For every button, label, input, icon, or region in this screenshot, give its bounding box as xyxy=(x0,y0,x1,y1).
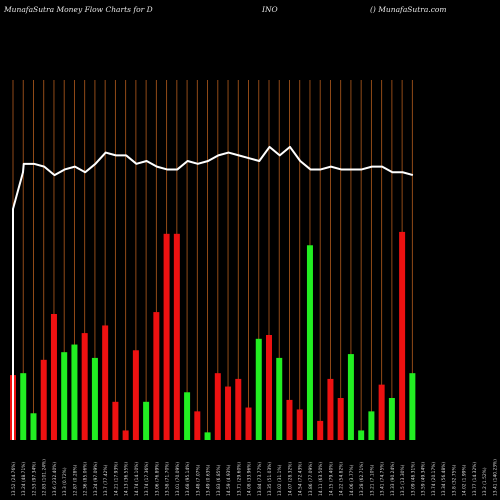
bar-series xyxy=(10,231,416,440)
x-tick-label: 14.21 (17.93%) xyxy=(113,462,119,496)
money-flow-bar xyxy=(225,386,232,440)
money-flow-bar xyxy=(306,245,313,440)
x-tick-label: 14.06 (3.77%) xyxy=(349,464,355,496)
money-flow-bar xyxy=(143,401,150,440)
x-tick-label: 14.15 (79.40%) xyxy=(328,462,334,496)
money-flow-bar xyxy=(368,411,375,440)
chart-header: MunafaSutra Money Flow Charts for D INO … xyxy=(0,0,500,22)
x-tick-label: 13.7 (77.42%) xyxy=(103,464,109,496)
x-tick-label: 13.84 (73.77%) xyxy=(257,462,263,496)
x-tick-label: 13.5 (13.30%) xyxy=(400,464,406,496)
header-title-center: INO xyxy=(262,5,278,14)
price-line xyxy=(12,145,414,440)
x-tick-label: 13.8 (32.75%) xyxy=(451,464,457,496)
money-flow-bar xyxy=(399,231,406,440)
x-tick-label: 13.58 (71.70%) xyxy=(165,462,171,496)
x-tick-label: 13.59 (49.34%) xyxy=(421,462,427,496)
money-flow-bar xyxy=(40,359,47,440)
money-flow-bar xyxy=(71,344,78,440)
money-flow-bar xyxy=(235,378,242,440)
x-tick-label: 12.53 (97.34%) xyxy=(31,462,37,496)
x-tick-label: 13.68 (95.14%) xyxy=(185,462,191,496)
x-tick-label: 14.74 (14.10%) xyxy=(134,462,140,496)
x-tick-label: 13.33 (90.24%) xyxy=(390,462,396,496)
money-flow-bar xyxy=(112,401,119,440)
x-tick-label: 13.6 (232.40%) xyxy=(52,462,58,496)
money-flow-bar xyxy=(276,357,283,440)
x-tick-label: 13.09 (48.31%) xyxy=(410,462,416,496)
money-flow-bar xyxy=(204,432,211,440)
money-flow-bar xyxy=(327,378,334,440)
x-tick-label: 13.52 (24.76%) xyxy=(11,462,17,496)
x-tick-label: 13.41 (140.23%) xyxy=(492,459,498,496)
x-tick-label: 13.86 (77.09%) xyxy=(308,462,314,496)
x-tick-label: 13.41 (74.75%) xyxy=(380,462,386,496)
x-tick-label: 14.11 (63.50%) xyxy=(318,462,324,496)
money-flow-bar xyxy=(245,407,252,440)
x-tick-label: 14.02 (1.99%) xyxy=(462,464,468,496)
x-tick-label: 14.22 (54.82%) xyxy=(339,462,345,496)
x-tick-label: 13.48 (7.07%) xyxy=(195,464,201,496)
money-flow-bar xyxy=(388,398,395,440)
money-flow-bar xyxy=(132,350,139,440)
money-flow-bar xyxy=(122,430,129,440)
money-flow-bar xyxy=(296,409,303,440)
x-tick-label: 13.77 (14.32%) xyxy=(472,462,478,496)
x-tick-label: 12.83 (101.24%) xyxy=(42,459,48,496)
x-tick-label: 13.49 (0.63%) xyxy=(206,464,212,496)
money-flow-bar xyxy=(214,373,221,440)
money-flow-bar xyxy=(194,411,201,440)
money-flow-bar xyxy=(173,233,180,440)
x-tick-label: 13.21 (7.10%) xyxy=(369,464,375,496)
money-flow-bar xyxy=(378,384,385,440)
x-tick-label: 13.24 (97.09%) xyxy=(93,462,99,496)
x-tick-label: 12.87 (0.28%) xyxy=(72,464,78,496)
x-tick-label: 14.13 (36.55%) xyxy=(124,462,130,496)
money-flow-bar xyxy=(102,325,109,440)
header-site-credit: () MunafaSutra.com xyxy=(370,5,447,14)
x-tick-label: 13.2 (1.52%) xyxy=(482,467,488,496)
money-flow-bar xyxy=(286,399,293,440)
x-tick-label: 13.74 (20.17%) xyxy=(431,462,437,496)
money-flow-bar xyxy=(358,430,365,440)
x-tick-label: 13.71 (29.60%) xyxy=(236,462,242,496)
money-flow-bar xyxy=(347,354,354,440)
money-flow-bar xyxy=(266,335,272,440)
header-title-left: MunafaSutra Money Flow Charts for D xyxy=(4,5,153,14)
x-tick-label: 14.07 (28.32%) xyxy=(287,462,293,496)
x-tick-label: 13.24 (48.71%) xyxy=(21,462,27,496)
money-flow-bar xyxy=(81,333,88,440)
money-flow-bar xyxy=(91,357,98,440)
x-tick-label: 13.28 (62.71%) xyxy=(359,462,365,496)
x-tick-label: 13.06 (76.89%) xyxy=(154,462,160,496)
x-tick-label: 13.3 (0.72%) xyxy=(62,467,68,496)
money-flow-bar xyxy=(163,233,170,440)
x-tick-label: 13.83 (6.85%) xyxy=(216,464,222,496)
x-tick-label: 12.36 (85.06%) xyxy=(83,462,89,496)
money-flow-bar xyxy=(30,413,37,440)
money-flow-bar xyxy=(337,398,344,440)
money-flow-bar xyxy=(184,392,191,440)
x-tick-label: 13.35 (51.03%) xyxy=(267,462,273,496)
x-tick-label: 13.34 (56.48%) xyxy=(441,462,447,496)
x-tick-label: 13.01 (70.09%) xyxy=(175,462,181,496)
money-flow-bar xyxy=(153,312,160,440)
money-flow-bar xyxy=(50,314,57,440)
x-tick-label: 14.08 (33.96%) xyxy=(247,462,253,496)
x-tick-label: 13.02 (31.1%) xyxy=(277,464,283,496)
money-flow-bar xyxy=(317,420,324,440)
money-flow-bar xyxy=(61,352,68,440)
money-flow-bar xyxy=(255,338,262,440)
x-tick-label: 14.59 (4.93%) xyxy=(226,464,232,496)
x-tick-label: 14.54 (72.43%) xyxy=(298,462,304,496)
money-flow-bar xyxy=(20,373,27,440)
x-tick-label: 13.74 (17.36%) xyxy=(144,462,150,496)
x-tick-labels: 13.52 (24.76%) 13.24 (48.71%) 12.53 (97.34… xyxy=(11,459,498,496)
money-flow-bar xyxy=(409,373,416,440)
